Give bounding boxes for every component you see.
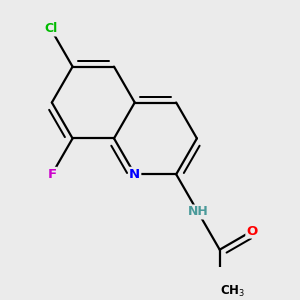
Text: NH: NH <box>188 206 208 218</box>
Text: CH$_3$: CH$_3$ <box>220 284 245 299</box>
Text: Cl: Cl <box>44 22 57 35</box>
Text: O: O <box>246 224 258 238</box>
Text: N: N <box>129 168 140 181</box>
Text: F: F <box>47 168 56 181</box>
